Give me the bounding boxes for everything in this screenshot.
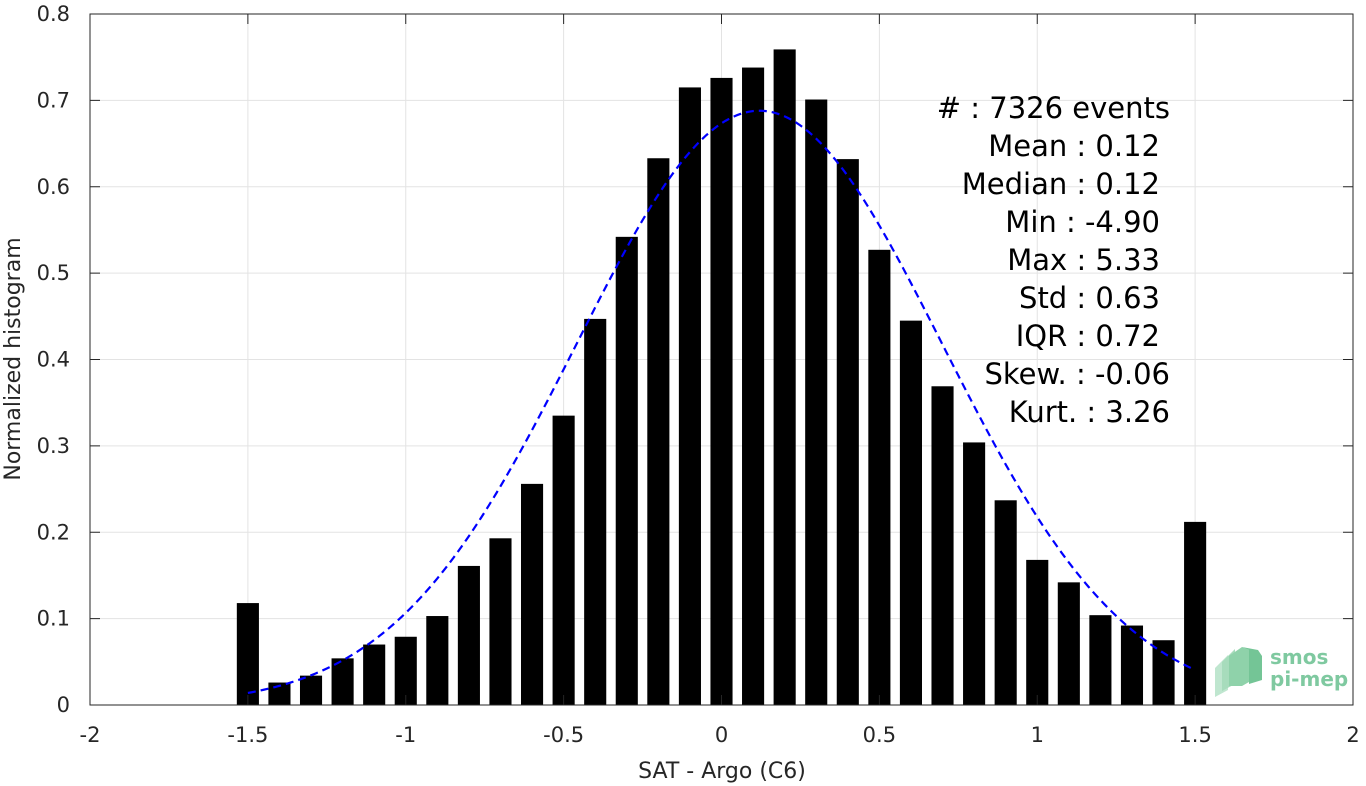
logo-text-smos: smos (1270, 645, 1328, 669)
histogram-bar (426, 616, 449, 705)
y-axis-label: Normalized histogram (1, 237, 26, 480)
histogram-bar (805, 99, 828, 706)
stat-line: Kurt. : 3.26 (1009, 395, 1170, 429)
stat-line: Std : 0.63 (1019, 281, 1160, 315)
histogram-bar (773, 49, 796, 705)
histogram-bar (299, 675, 323, 705)
x-tick-label: -0.5 (543, 723, 584, 747)
histogram-bar (1152, 640, 1175, 705)
histogram-bar (1120, 625, 1144, 705)
x-tick-label: -1 (395, 723, 416, 747)
histogram-bar (868, 249, 891, 705)
x-tick-label: 0.5 (863, 723, 896, 747)
histogram-bar (710, 77, 733, 706)
histogram-bar (678, 87, 701, 705)
histogram-bar (552, 415, 575, 705)
y-tick-label: 0.2 (37, 520, 70, 544)
histogram-bar (742, 67, 765, 706)
histogram-bar (1184, 521, 1207, 705)
histogram-bar (489, 538, 512, 705)
histogram-bar (931, 386, 954, 705)
histogram-bar (994, 500, 1017, 705)
smos-pimep-logo: smos pi-mep (1215, 645, 1348, 697)
stat-line: IQR : 0.72 (1016, 319, 1160, 353)
y-tick-label: 0.5 (37, 261, 70, 285)
histogram-bar (963, 442, 986, 705)
histogram-bar (1057, 582, 1080, 705)
x-tick-label: 1.5 (1178, 723, 1211, 747)
x-axis-label: SAT - Argo (C6) (638, 759, 806, 784)
x-tick-label: 2 (1346, 723, 1359, 747)
histogram-bar (615, 236, 638, 705)
y-tick-label: 0.6 (37, 175, 70, 199)
stat-line: Median : 0.12 (962, 167, 1160, 201)
y-tick-label: 0.4 (37, 348, 70, 372)
y-tick-label: 0.8 (37, 2, 70, 26)
histogram-bar (836, 159, 859, 706)
stat-line: Min : -4.90 (1005, 205, 1160, 239)
y-tick-label: 0.7 (37, 88, 70, 112)
histogram-bar (331, 658, 354, 705)
histogram-bar (394, 636, 417, 705)
x-axis-ticks: -2 -1.5 -1 -0.5 0 0.5 1 1.5 2 (80, 14, 1360, 747)
histogram-bar (647, 158, 670, 706)
logo-icon (1215, 647, 1262, 697)
histogram-bar (520, 483, 544, 705)
histogram-bar (363, 644, 386, 705)
x-tick-label: 0 (715, 723, 728, 747)
statistics-panel: # : 7326 events Mean : 0.12 Median : 0.12 M… (937, 91, 1170, 429)
x-tick-label: -2 (80, 723, 101, 747)
y-tick-label: 0 (57, 693, 70, 717)
histogram-bar (236, 603, 259, 705)
stat-line: Mean : 0.12 (988, 129, 1160, 163)
stat-line: # : 7326 events (937, 91, 1170, 125)
histogram-bar (1089, 615, 1112, 705)
histogram-bar (584, 318, 607, 705)
y-tick-label: 0.3 (37, 434, 70, 458)
x-tick-label: 1 (1031, 723, 1044, 747)
histogram-bars (236, 49, 1207, 706)
stat-line: Max : 5.33 (1007, 243, 1160, 277)
y-axis-ticks: 0 0.1 0.2 0.3 0.4 0.5 0.6 0.7 0.8 (37, 2, 1353, 717)
logo-text-pimep: pi-mep (1270, 667, 1348, 691)
x-tick-label: -1.5 (227, 723, 268, 747)
histogram-bar (457, 565, 480, 705)
histogram-bar (1026, 559, 1049, 705)
stat-line: Skew. : -0.06 (984, 357, 1170, 391)
y-tick-label: 0.1 (37, 607, 70, 631)
histogram-bar (899, 320, 923, 705)
